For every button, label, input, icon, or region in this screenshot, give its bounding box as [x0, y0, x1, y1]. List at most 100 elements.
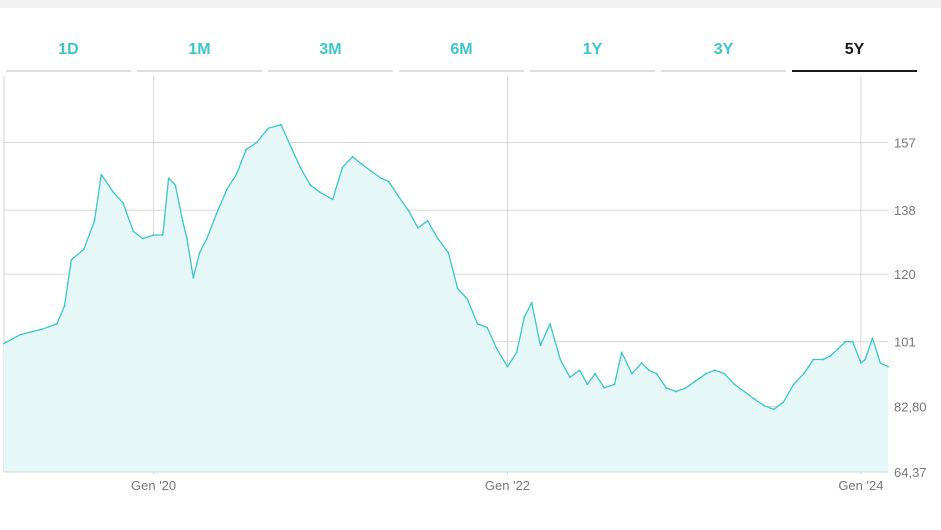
data-point — [407, 209, 410, 212]
data-point — [675, 390, 677, 393]
data-point — [851, 340, 854, 343]
data-point — [887, 365, 889, 368]
data-point — [763, 404, 765, 407]
data-point — [782, 401, 785, 404]
data-point — [205, 237, 208, 240]
data-point — [559, 358, 562, 361]
tab-1y[interactable]: 1Y — [530, 30, 655, 72]
data-point — [694, 379, 697, 382]
chart-svg[interactable]: 64,37 82,80 101 120 138 157 Gen '20 Gen '22 Gen … — [0, 76, 941, 525]
data-point — [456, 287, 459, 290]
data-point — [226, 187, 229, 190]
data-point — [397, 195, 399, 197]
data-point — [167, 177, 170, 179]
data-point — [255, 141, 258, 144]
data-point — [122, 202, 124, 204]
data-point — [132, 230, 135, 233]
data-point — [829, 355, 832, 357]
data-point — [192, 276, 195, 279]
tab-6m[interactable]: 6M — [399, 30, 524, 72]
y-tick-label: 101 — [894, 335, 916, 350]
data-point — [55, 323, 58, 325]
data-point — [655, 372, 658, 375]
data-point — [792, 383, 795, 386]
data-point — [380, 177, 382, 179]
x-tick-label: Gen '20 — [131, 478, 176, 493]
price-chart[interactable]: 64,37 82,80 101 120 138 157 Gen '20 Gen '22 Gen … — [0, 76, 941, 525]
data-point — [753, 397, 755, 400]
data-point — [83, 248, 85, 251]
data-point — [112, 191, 115, 194]
data-point — [713, 369, 716, 372]
data-point — [539, 344, 542, 347]
data-point — [723, 372, 726, 375]
y-tick-label: 64,37 — [894, 465, 927, 480]
data-point — [812, 358, 815, 361]
data-point — [235, 173, 238, 176]
data-point — [586, 383, 589, 386]
x-tick-label: Gen '24 — [838, 478, 883, 493]
data-point — [447, 251, 450, 254]
data-point — [879, 362, 882, 364]
y-tick-label: 138 — [894, 203, 916, 218]
data-point — [647, 369, 650, 372]
tab-1m[interactable]: 1M — [137, 30, 262, 72]
data-point — [486, 326, 489, 329]
data-point — [426, 219, 429, 222]
data-point — [871, 337, 874, 340]
data-point — [837, 347, 839, 350]
data-point — [309, 184, 312, 187]
data-point — [63, 305, 66, 307]
y-tick-label: 82,80 — [894, 399, 927, 414]
data-point — [665, 387, 668, 389]
data-point — [360, 163, 363, 165]
data-point — [640, 362, 643, 364]
data-point — [319, 191, 321, 194]
data-point — [436, 237, 439, 240]
y-tick-label: 120 — [894, 267, 916, 282]
range-tabs: 1D 1M 3M 6M 1Y 3Y 5Y — [6, 30, 922, 72]
data-point — [174, 184, 177, 187]
data-point — [142, 237, 144, 240]
data-point — [370, 170, 372, 172]
data-point — [331, 198, 334, 201]
y-tick-label: 157 — [894, 136, 916, 151]
series-area — [4, 124, 888, 472]
data-point — [93, 219, 96, 222]
data-point — [733, 383, 736, 386]
data-point — [860, 362, 862, 364]
data-point — [594, 372, 596, 375]
data-point — [743, 390, 746, 393]
data-point — [549, 323, 551, 325]
data-point — [289, 145, 292, 147]
data-point — [267, 127, 270, 130]
data-point — [772, 408, 775, 411]
tab-3m[interactable]: 3M — [268, 30, 393, 72]
data-point — [299, 166, 302, 169]
data-point — [351, 155, 354, 158]
data-point — [844, 340, 847, 343]
data-point — [523, 315, 526, 318]
data-point — [603, 387, 606, 389]
data-point — [161, 234, 164, 236]
data-point — [280, 123, 282, 126]
data-point — [181, 219, 184, 222]
tab-5y[interactable]: 5Y — [792, 30, 917, 72]
data-point — [506, 365, 509, 368]
data-point — [515, 351, 518, 354]
data-point — [802, 372, 805, 375]
top-strip — [0, 0, 941, 8]
data-point — [40, 328, 43, 331]
tab-1d[interactable]: 1D — [6, 30, 131, 72]
data-point — [388, 180, 390, 183]
tab-3y[interactable]: 3Y — [661, 30, 786, 72]
data-point — [822, 358, 824, 361]
data-point — [186, 237, 188, 240]
data-point — [631, 372, 633, 375]
data-point — [476, 323, 479, 325]
data-point — [245, 148, 248, 151]
data-point — [705, 372, 707, 375]
data-point — [578, 369, 581, 372]
data-point — [100, 173, 103, 176]
data-point — [613, 383, 616, 386]
